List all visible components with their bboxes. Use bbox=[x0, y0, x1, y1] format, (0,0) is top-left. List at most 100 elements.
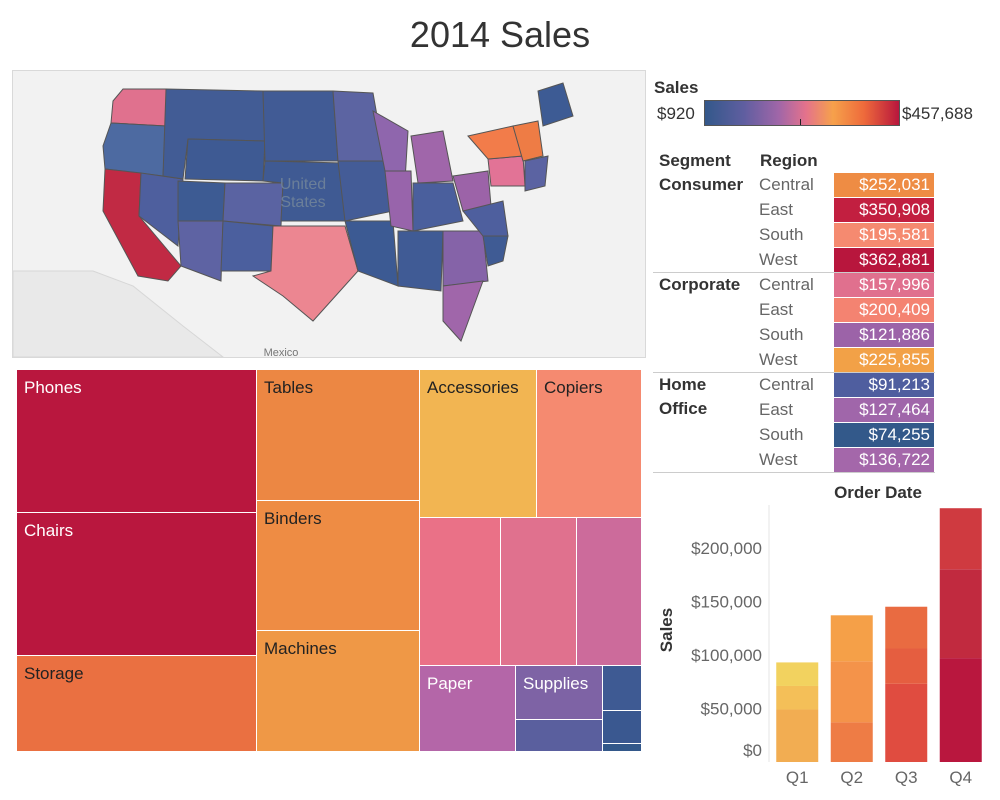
bar-segment-q3-2[interactable] bbox=[885, 606, 928, 649]
x-tick-label: Q2 bbox=[840, 768, 863, 787]
treemap-label-chairs: Chairs bbox=[24, 521, 74, 540]
legend-color-ramp bbox=[704, 100, 900, 126]
treemap-label-accessories: Accessories bbox=[427, 378, 519, 397]
treemap-label-machines: Machines bbox=[264, 639, 337, 658]
sales-cell[interactable]: $252,031 bbox=[834, 173, 934, 197]
treemap-machines[interactable]: Machines bbox=[256, 630, 420, 752]
y-tick-label: $150,000 bbox=[691, 592, 762, 611]
chart-title: Order Date bbox=[834, 483, 922, 502]
region-label: East bbox=[759, 200, 794, 219]
segment-label-line: Corporate bbox=[659, 275, 741, 294]
region-label: West bbox=[759, 250, 798, 269]
region-label: East bbox=[759, 400, 794, 419]
us-state-map[interactable]: United States Mexico bbox=[13, 71, 645, 357]
state-maine[interactable] bbox=[537, 82, 574, 127]
treemap-supplies[interactable]: Supplies bbox=[515, 665, 603, 720]
legend-min-label: $920 bbox=[657, 104, 695, 123]
state-indiana-kentucky[interactable] bbox=[412, 182, 464, 232]
state-arizona[interactable] bbox=[177, 220, 224, 282]
treemap-block-a[interactable] bbox=[419, 517, 501, 666]
segment-label-line: Home bbox=[659, 375, 707, 394]
bar-group[interactable] bbox=[776, 508, 982, 762]
bar-segment-q3-1[interactable] bbox=[885, 648, 928, 684]
state-texas[interactable] bbox=[251, 225, 359, 322]
segment-label: Consumer bbox=[659, 173, 743, 197]
treemap-label-tables: Tables bbox=[264, 378, 314, 397]
bar-segment-q2-2[interactable] bbox=[830, 615, 873, 662]
state-florida[interactable] bbox=[442, 280, 484, 342]
table-separator bbox=[653, 272, 935, 273]
bar-segment-q3-0[interactable] bbox=[885, 683, 928, 762]
legend-marker bbox=[800, 119, 801, 125]
x-tick-label: Q4 bbox=[949, 768, 972, 787]
region-label: West bbox=[759, 450, 798, 469]
treemap-accessories[interactable]: Accessories bbox=[419, 369, 537, 518]
state-new-england-south[interactable] bbox=[524, 155, 549, 192]
treemap-copiers[interactable]: Copiers bbox=[536, 369, 642, 518]
region-label: Central bbox=[759, 275, 814, 294]
treemap-label-copiers: Copiers bbox=[544, 378, 603, 397]
region-label: East bbox=[759, 300, 794, 319]
y-tick-label: $100,000 bbox=[691, 646, 762, 665]
sales-cell[interactable]: $91,213 bbox=[834, 373, 934, 397]
table-separator bbox=[653, 372, 935, 373]
treemap-chairs[interactable]: Chairs bbox=[16, 512, 257, 656]
state-carolinas[interactable] bbox=[482, 235, 509, 267]
treemap-binders[interactable]: Binders bbox=[256, 500, 420, 631]
segment-label-line: Office bbox=[659, 399, 708, 418]
x-tick-label: Q1 bbox=[786, 768, 809, 787]
treemap-storage[interactable]: Storage bbox=[16, 655, 257, 752]
bar-segment-q1-2[interactable] bbox=[776, 662, 819, 686]
segment-label: Corporate bbox=[659, 273, 740, 297]
state-vermont-nh[interactable] bbox=[512, 120, 544, 162]
map-label-mexico: Mexico bbox=[264, 347, 299, 357]
y-ticks: $0 $50,000 $100,000 $150,000 $200,000 bbox=[691, 539, 762, 760]
sales-cell[interactable]: $157,996 bbox=[834, 273, 934, 297]
bar-segment-q4-0[interactable] bbox=[939, 658, 982, 762]
bar-segment-q4-2[interactable] bbox=[939, 508, 982, 570]
sales-cell[interactable]: $362,881 bbox=[834, 248, 934, 272]
sales-map[interactable]: United States Mexico bbox=[12, 70, 646, 358]
sales-cell[interactable]: $350,908 bbox=[834, 198, 934, 222]
legend-title: Sales bbox=[654, 78, 699, 97]
table-header-segment: Segment bbox=[659, 151, 731, 170]
state-georgia[interactable] bbox=[442, 230, 489, 287]
bar-segment-q4-1[interactable] bbox=[939, 569, 982, 659]
legend-max-label: $457,688 bbox=[902, 104, 973, 123]
map-label-united: United bbox=[280, 176, 326, 193]
bar-segment-q2-1[interactable] bbox=[830, 661, 873, 723]
bar-segment-q1-0[interactable] bbox=[776, 709, 819, 762]
treemap-block-g[interactable] bbox=[602, 743, 642, 752]
sales-cell[interactable]: $225,855 bbox=[834, 348, 934, 372]
region-label: Central bbox=[759, 175, 814, 194]
treemap-block-e[interactable] bbox=[602, 665, 642, 711]
map-land-mexico bbox=[13, 270, 224, 357]
sales-cell[interactable]: $121,886 bbox=[834, 323, 934, 347]
segment-label-line: Consumer bbox=[659, 175, 744, 194]
treemap-block-c[interactable] bbox=[576, 517, 642, 666]
y-tick-label: $200,000 bbox=[691, 539, 762, 558]
sales-cell[interactable]: $136,722 bbox=[834, 448, 934, 472]
treemap-label-phones: Phones bbox=[24, 378, 82, 397]
sales-cell[interactable]: $127,464 bbox=[834, 398, 934, 422]
region-label: South bbox=[759, 325, 804, 344]
sales-cell[interactable]: $195,581 bbox=[834, 223, 934, 247]
sales-cell[interactable]: $200,409 bbox=[834, 298, 934, 322]
state-mississippi-alabama[interactable] bbox=[397, 230, 444, 292]
treemap-paper[interactable]: Paper bbox=[419, 665, 516, 752]
segment-label: Home Office bbox=[659, 373, 707, 421]
region-label: Central bbox=[759, 375, 814, 394]
y-tick-label: $0 bbox=[743, 741, 762, 760]
bar-segment-q1-1[interactable] bbox=[776, 685, 819, 710]
y-axis-label: Sales bbox=[657, 608, 676, 652]
dashboard-title: 2014 Sales bbox=[409, 14, 591, 55]
map-label-states: States bbox=[280, 194, 325, 211]
region-label: West bbox=[759, 350, 798, 369]
bar-segment-q2-0[interactable] bbox=[830, 722, 873, 762]
sales-cell[interactable]: $74,255 bbox=[834, 423, 934, 447]
x-tick-label: Q3 bbox=[895, 768, 918, 787]
table-header-region: Region bbox=[760, 151, 818, 170]
state-michigan[interactable] bbox=[410, 130, 454, 184]
treemap-label-paper: Paper bbox=[427, 674, 473, 693]
